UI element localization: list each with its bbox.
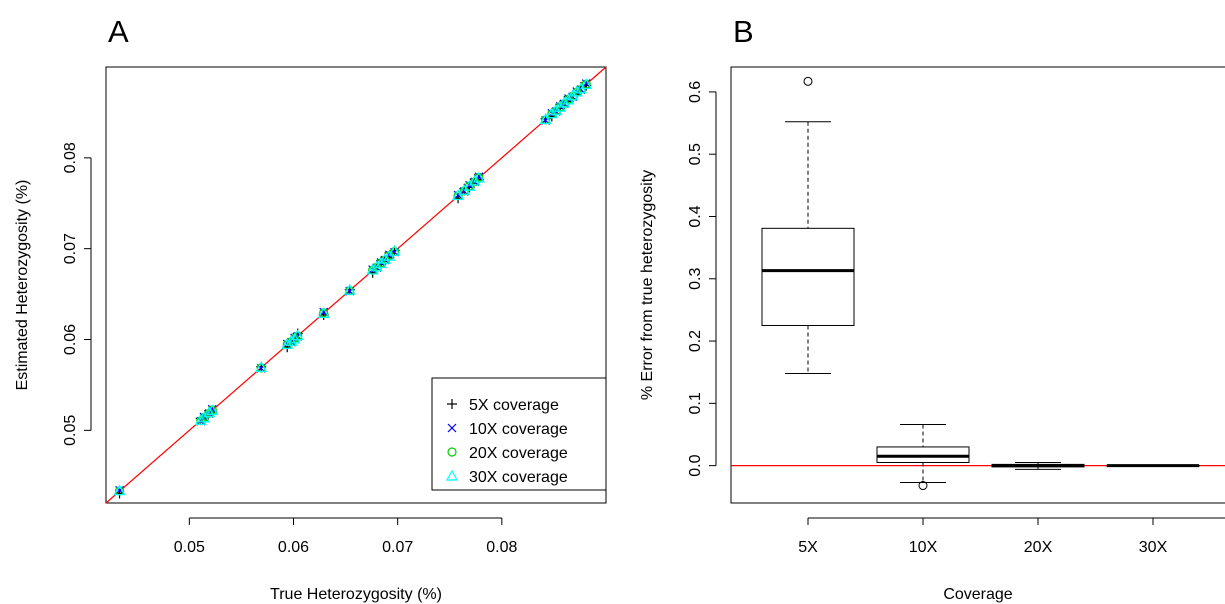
panel-a-y-axis: 0.05 0.06 0.07 0.08 <box>62 142 92 446</box>
x-tick-label: 0.05 <box>174 539 205 556</box>
legend-label-10x: 10X coverage <box>469 421 568 438</box>
panel-a-x-axis: 0.05 0.06 0.07 0.08 <box>174 517 518 556</box>
y-tick-label: 0.6 <box>687 81 704 103</box>
panel-a-y-label: Estimated Heterozygosity (%) <box>14 180 31 391</box>
box-5x <box>761 76 855 374</box>
series-30x-coverage <box>113 78 593 496</box>
data-point <box>468 174 481 186</box>
legend-box <box>431 377 607 491</box>
box-iqr <box>761 227 855 326</box>
y-tick-label: 0.1 <box>687 392 704 414</box>
data-point <box>255 361 268 372</box>
panel-a-identity-line <box>105 66 607 504</box>
panel-a: A 0.05 0.06 0.07 0.08 0.05 0.06 0.07 0.08 True… <box>14 14 607 603</box>
data-point <box>206 404 219 416</box>
data-point <box>197 411 210 423</box>
box-30x <box>1106 464 1200 468</box>
data-point <box>281 338 294 350</box>
panel-b-x-label: Coverage <box>943 586 1012 603</box>
y-tick-label: 0.2 <box>687 330 704 352</box>
panel-b-boxes <box>761 76 1200 491</box>
box-20x <box>991 462 1085 470</box>
data-point <box>291 329 304 341</box>
data-point <box>558 96 571 108</box>
data-point <box>549 104 563 116</box>
y-tick-label: 0.3 <box>687 268 704 290</box>
x-tick-label: 20X <box>1024 539 1053 556</box>
panel-b-plot-frame <box>730 66 1225 504</box>
data-point <box>343 283 356 295</box>
data-point <box>285 335 298 346</box>
box-10x <box>876 424 970 491</box>
panel-a-plot-frame <box>105 66 607 504</box>
y-tick-label: 0.08 <box>62 142 79 173</box>
y-tick-label: 0.05 <box>62 415 79 446</box>
data-point <box>194 414 207 425</box>
panel-a-x-label: True Heterozygosity (%) <box>270 586 442 603</box>
data-point <box>366 263 379 275</box>
x-tick-label: 0.06 <box>278 539 309 556</box>
y-tick-label: 0.07 <box>62 233 79 264</box>
panel-b: B 0.0 0.1 0.2 0.3 0.4 0.5 0.6 5X 10X 20X 30X Cove… <box>639 14 1225 603</box>
data-point <box>545 107 558 119</box>
legend-label-30x: 30X coverage <box>469 469 568 486</box>
data-point <box>570 85 583 97</box>
y-tick-label: 0.0 <box>687 454 704 476</box>
legend-symbol-triangle-icon <box>445 469 459 481</box>
data-point <box>113 484 126 496</box>
data-point <box>472 171 485 183</box>
panel-a-label: A <box>108 14 129 49</box>
box-iqr <box>876 446 970 464</box>
legend-symbol-plus-icon <box>447 399 457 409</box>
data-point <box>288 332 301 344</box>
legend-label-5x: 5X coverage <box>469 397 559 414</box>
panel-b-y-label: % Error from true heterozygosity <box>639 170 656 400</box>
legend-symbols <box>445 399 459 481</box>
x-tick-label: 0.07 <box>382 539 413 556</box>
data-point <box>580 78 593 90</box>
legend-label-20x: 20X coverage <box>469 445 568 462</box>
y-tick-label: 0.5 <box>687 143 704 165</box>
x-tick-label: 5X <box>798 539 818 556</box>
x-tick-label: 0.08 <box>486 539 517 556</box>
legend-symbol-circle-icon <box>447 447 457 457</box>
panel-b-label: B <box>733 14 754 49</box>
y-tick-label: 0.4 <box>687 205 704 227</box>
x-tick-label: 10X <box>909 539 938 556</box>
data-point <box>370 260 383 272</box>
outlier-point <box>918 481 928 491</box>
data-point <box>379 252 392 264</box>
data-point <box>539 113 552 125</box>
x-tick-label: 30X <box>1139 539 1168 556</box>
data-point <box>463 180 476 191</box>
outlier-point <box>803 76 813 86</box>
panel-b-y-axis: 0.0 0.1 0.2 0.3 0.4 0.5 0.6 <box>687 81 717 477</box>
y-tick-label: 0.06 <box>62 324 79 355</box>
panel-b-x-axis: 5X 10X 20X 30X <box>798 517 1225 556</box>
data-point <box>388 244 401 256</box>
data-point <box>203 406 216 418</box>
legend-symbol-cross-icon <box>447 423 457 433</box>
panel-a-points <box>113 78 593 499</box>
data-point <box>317 307 330 318</box>
panel-a-legend: 5X coverage 10X coverage 20X coverage 30… <box>431 377 607 491</box>
